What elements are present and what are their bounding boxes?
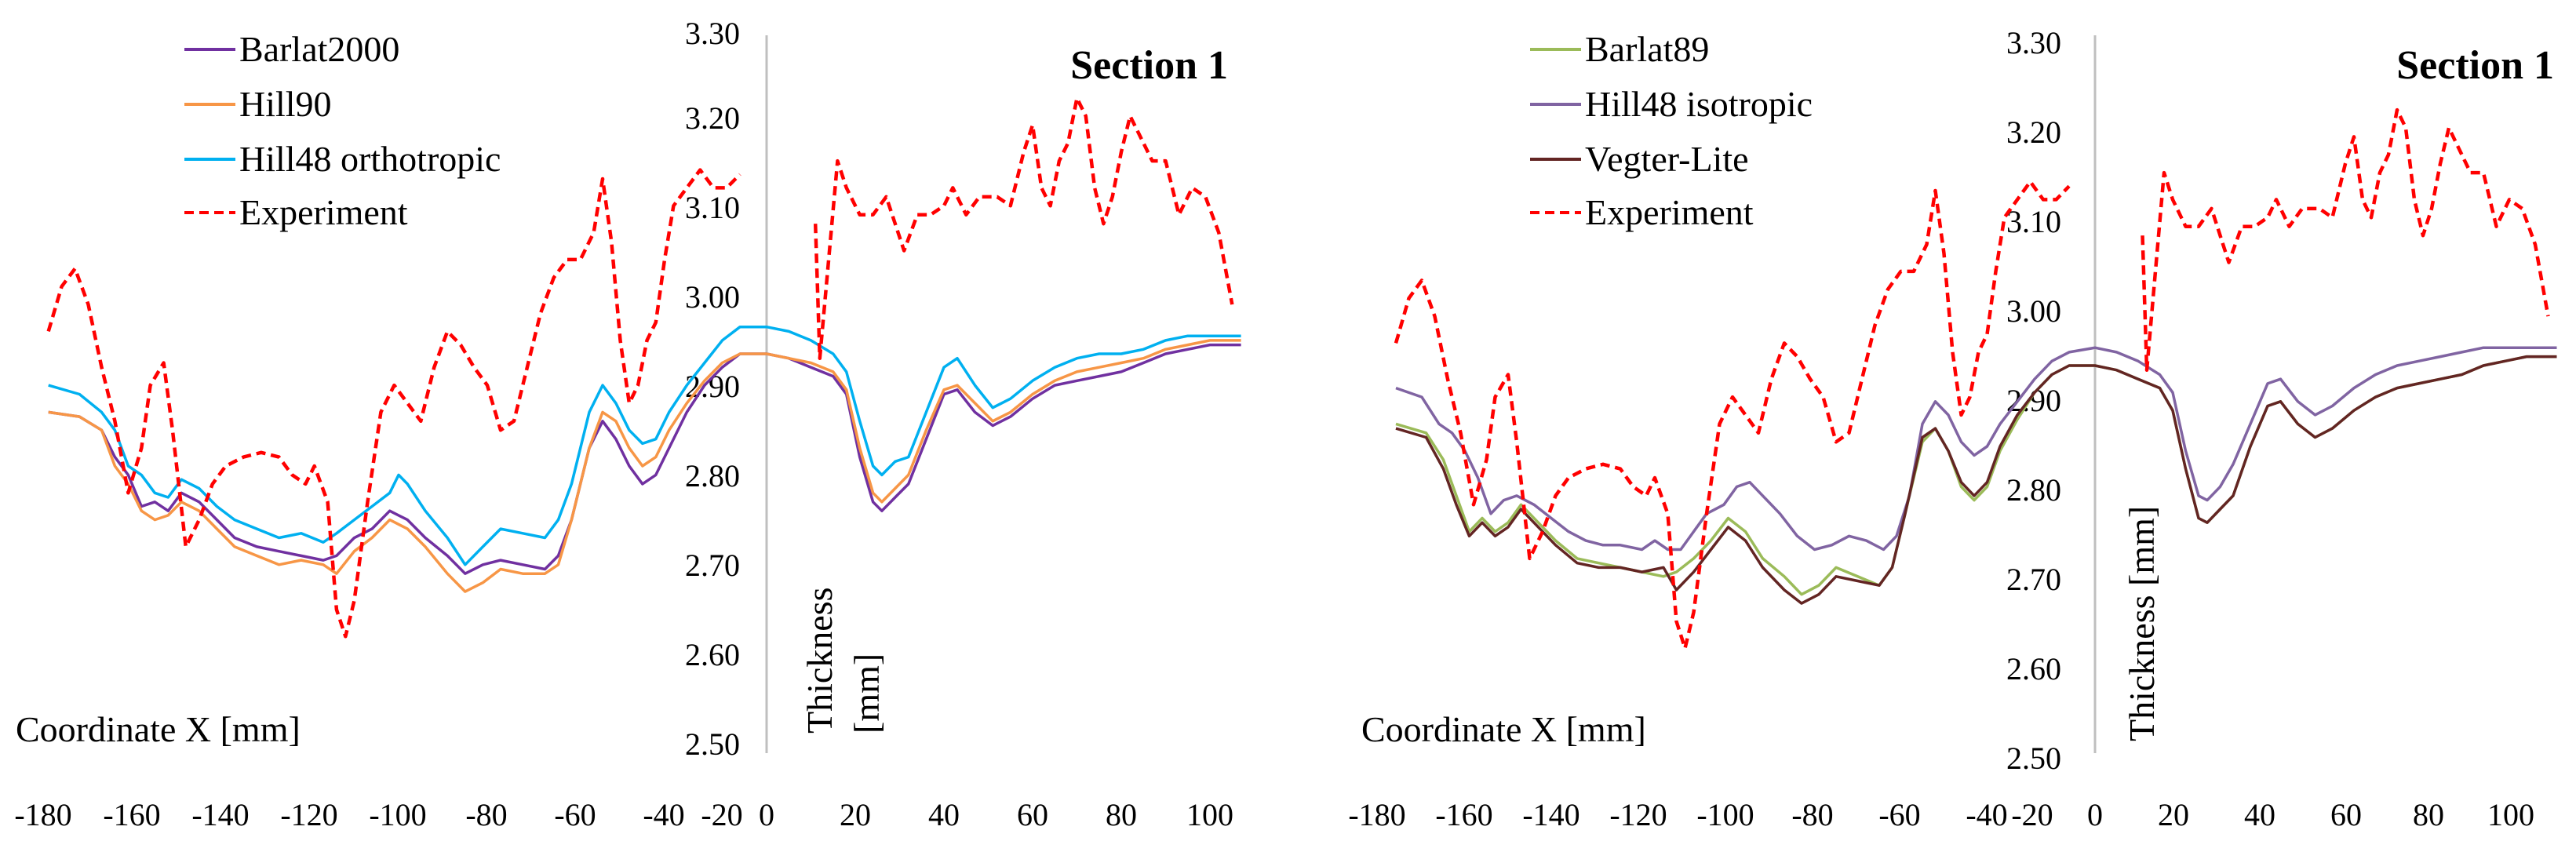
y-tick-label: 2.80 [685,458,740,493]
x-tick-label: 100 [1186,797,1233,832]
y-axis-label-line-1: Thickness [800,587,840,734]
x-tick-label: -180 [1348,797,1405,832]
y-axis-label-line-2: [mm] [847,654,887,734]
x-tick-label: 80 [2413,797,2444,832]
x-tick-label: 80 [1106,797,1137,832]
legend-label-hill48-orthotropic: Hill48 orthotropic [239,139,501,179]
y-axis-label: Thickness [mm] [2122,506,2162,741]
y-tick-label: 3.00 [685,279,740,315]
y-tick-label: 3.20 [685,100,740,136]
legend-label-vegter-lite: Vegter-Lite [1585,139,1749,179]
y-tick-label: 3.30 [2006,25,2061,60]
legend-label-hill48-isotropic: Hill48 isotropic [1585,84,1813,124]
series-line-hill48-isotropic [1395,346,2557,552]
x-tick-label: -120 [1609,797,1667,832]
x-tick-labels: -180 -160 -140 -120 -100 -80 -60 -40 -20… [14,797,1233,832]
x-tick-label: -20 [701,797,742,832]
x-tick-label: -160 [1435,797,1492,832]
y-tick-label: 2.50 [2006,741,2061,776]
x-tick-label: -80 [1791,797,1833,832]
legend: Barlat89 Hill48 isotropic Vegter-Lite Ex… [1530,29,1813,232]
legend-label-barlat2000: Barlat2000 [239,29,399,69]
x-tick-label: 0 [759,797,774,832]
x-tick-label: -40 [643,797,684,832]
x-tick-label: 0 [2087,797,2103,832]
x-tick-label: -120 [280,797,337,832]
x-tick-label: -160 [103,797,160,832]
y-tick-label: 3.30 [685,16,740,51]
x-tick-label: -60 [1878,797,1920,832]
series-line-hill48-orthotropic [48,325,1241,566]
y-tick-label: 2.70 [2006,562,2061,597]
y-tick-label: 2.80 [2006,472,2061,508]
series-line-vegter-lite [1395,355,2557,605]
y-tick-label: 3.10 [685,190,740,225]
x-axis-label: Coordinate X [mm] [1361,709,1646,749]
chart-right: 2.50 2.60 2.70 2.80 2.90 3.00 3.10 3.20 … [1348,25,2557,832]
x-tick-label: -80 [465,797,507,832]
y-tick-label: 2.60 [685,637,740,672]
series-group [46,96,1241,639]
chart-title: Section 1 [2396,43,2554,88]
series-line-experiment [1394,180,2071,650]
chart-title: Section 1 [1070,43,1228,88]
x-tick-label: -140 [1522,797,1579,832]
series-line-experiment [2141,107,2550,372]
y-tick-label: 3.10 [2006,204,2061,239]
x-tick-label: -180 [14,797,71,832]
x-tick-label: 100 [2487,797,2534,832]
x-tick-label: 60 [1017,797,1048,832]
y-tick-label: 2.70 [685,548,740,583]
x-tick-label: 60 [2330,797,2362,832]
y-tick-label: 2.90 [2006,383,2061,418]
y-tick-labels: 2.50 2.60 2.70 2.80 2.90 3.00 3.10 3.20 … [685,16,740,762]
x-tick-label: 40 [928,797,960,832]
series-group [1394,107,2557,650]
x-tick-label: -40 [1966,797,2007,832]
x-tick-label: -60 [554,797,596,832]
x-tick-label: 40 [2244,797,2275,832]
y-tick-labels: 2.50 2.60 2.70 2.80 2.90 3.00 3.10 3.20 … [2006,25,2061,776]
legend-label-hill90: Hill90 [239,84,332,124]
x-tick-label: -20 [2011,797,2053,832]
legend-label-experiment: Experiment [239,192,408,232]
legend-label-experiment: Experiment [1585,192,1754,232]
x-tick-label: 20 [2158,797,2189,832]
y-tick-label: 3.20 [2006,115,2061,150]
series-line-barlat2000 [48,343,1241,575]
x-tick-labels: -180 -160 -140 -120 -100 -80 -60 -40 -20… [1348,797,2534,832]
y-tick-label: 3.00 [2006,293,2061,329]
x-tick-label: -100 [1696,797,1754,832]
legend: Barlat2000 Hill90 Hill48 orthotropic Exp… [184,29,501,232]
y-tick-label: 2.50 [685,726,740,762]
series-line-experiment [813,96,1234,360]
x-tick-label: 20 [840,797,871,832]
legend-label-barlat89: Barlat89 [1585,29,1709,69]
chart-left: 2.50 2.60 2.70 2.80 2.90 3.00 3.10 3.20 … [14,16,1241,832]
series-line-experiment [46,168,741,639]
x-tick-label: -100 [369,797,426,832]
x-tick-label: -140 [191,797,249,832]
x-axis-label: Coordinate X [mm] [16,709,301,749]
y-tick-label: 2.60 [2006,651,2061,686]
series-line-hill90 [48,339,1241,593]
